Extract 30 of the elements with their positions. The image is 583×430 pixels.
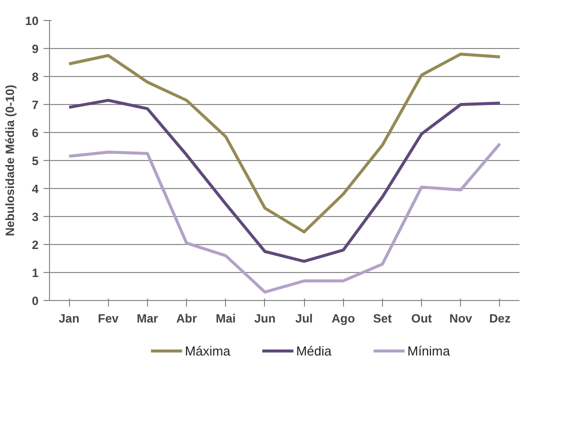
- y-tick-label: 0: [32, 294, 39, 308]
- line-series: [68, 98, 502, 263]
- x-tick-label: Out: [411, 312, 432, 326]
- y-tick-label: 2: [32, 238, 39, 252]
- legend-label: Máxima: [184, 344, 232, 358]
- y-tick-label: 5: [32, 154, 39, 168]
- x-tick-label: Ago: [332, 312, 355, 326]
- y-tick-label: 3: [32, 210, 39, 224]
- x-tick-label: Jul: [295, 312, 313, 326]
- y-tick-label: 1: [32, 266, 39, 280]
- x-tick-label: Jun: [254, 312, 276, 326]
- y-tick-label: 7: [32, 98, 39, 112]
- y-tick-label: 6: [32, 126, 39, 140]
- x-tick-label: Set: [373, 312, 392, 326]
- legend-label: Média: [296, 344, 332, 358]
- x-tick-label: Fev: [98, 312, 119, 326]
- line-series: [68, 142, 502, 294]
- y-tick-label: 8: [32, 70, 39, 84]
- x-tick-label: Nov: [449, 312, 472, 326]
- y-tick-label: 4: [32, 182, 39, 196]
- y-tick-label: 9: [32, 42, 39, 56]
- y-axis-title: Nebulosidade Média (0-10): [3, 84, 18, 236]
- legend-label: Mínima: [407, 344, 451, 358]
- y-tick-label: 10: [25, 14, 39, 28]
- line-series: [68, 52, 502, 234]
- x-tick-label: Dez: [489, 312, 511, 326]
- x-tick-label: Mar: [136, 312, 158, 326]
- x-tick-label: Abr: [176, 312, 198, 326]
- x-tick-label: Mai: [216, 312, 236, 326]
- x-tick-label: Jan: [58, 312, 80, 326]
